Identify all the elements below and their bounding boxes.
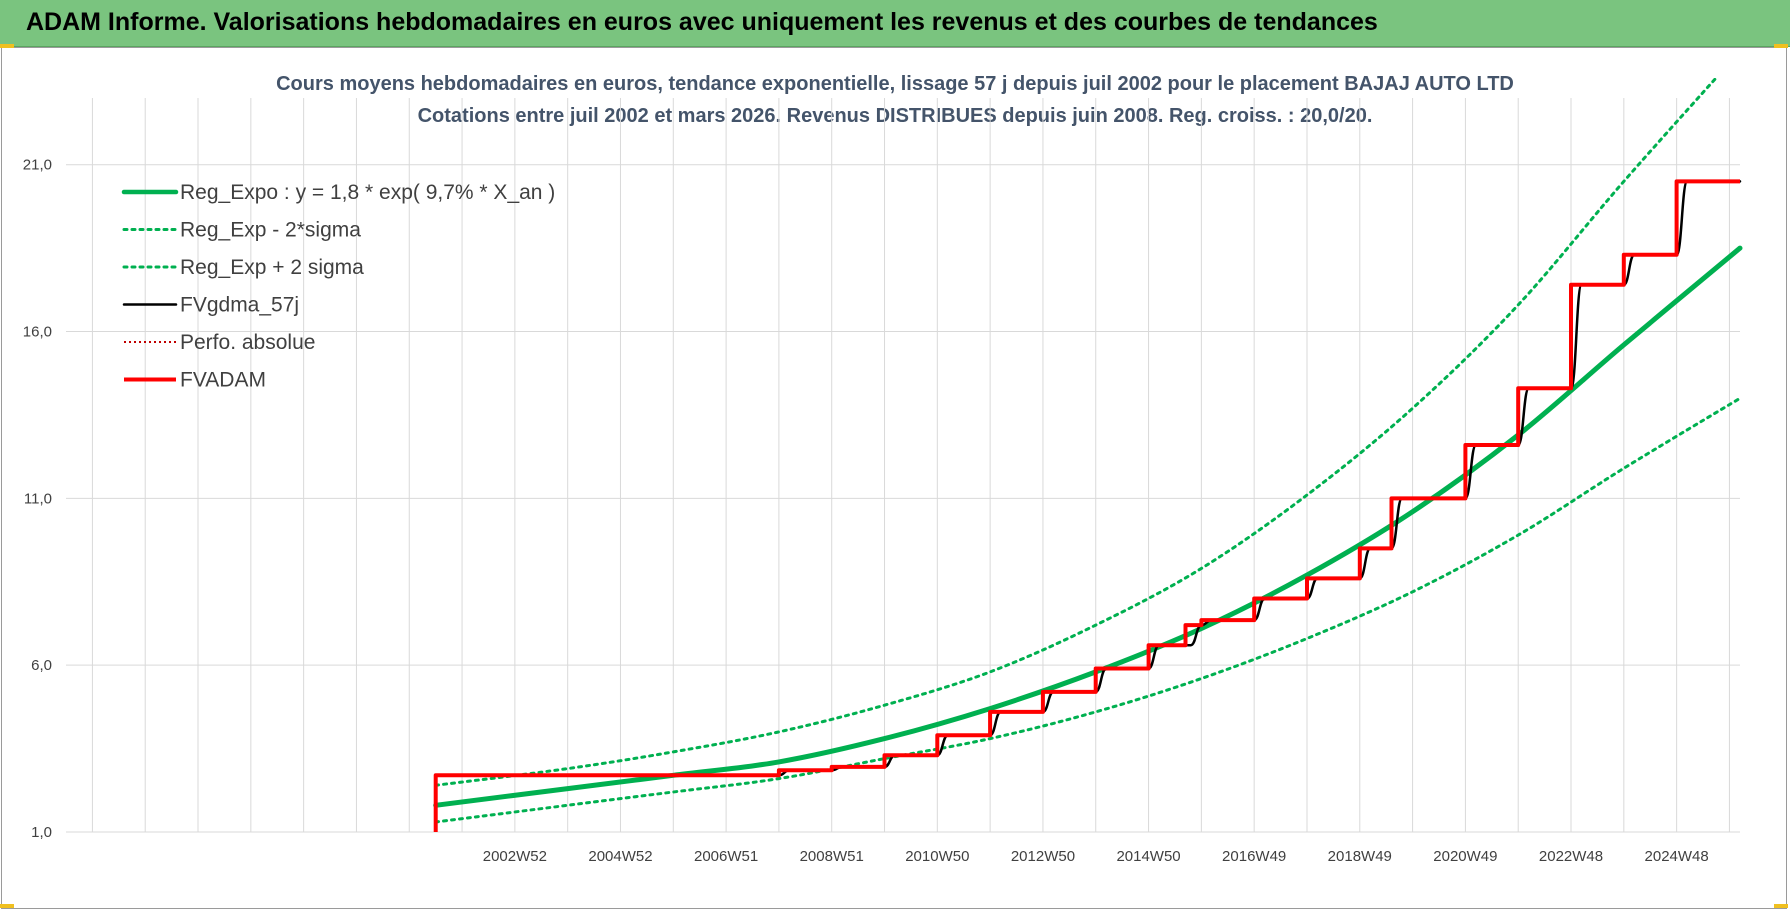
frame-corner-bottom-left bbox=[0, 904, 14, 908]
y-tick-label: 1,0 bbox=[31, 824, 52, 841]
x-tick-label: 2022W48 bbox=[1539, 848, 1603, 865]
x-tick-label: 2008W51 bbox=[800, 848, 864, 865]
legend-label: FVADAM bbox=[180, 369, 266, 392]
series-line-5 bbox=[433, 179, 1740, 832]
x-tick-label: 2020W49 bbox=[1433, 848, 1497, 865]
x-tick-label: 2014W50 bbox=[1116, 848, 1180, 865]
y-tick-label: 16,0 bbox=[23, 324, 52, 341]
legend-label: FVgdma_57j bbox=[180, 294, 299, 317]
series-line-3 bbox=[434, 180, 1742, 777]
x-tick-labels: 2002W52 2004W52 2006W51 2008W51 2010W50 2012W… bbox=[483, 848, 1709, 865]
x-tick-label: 2012W50 bbox=[1011, 848, 1075, 865]
frame-corner-bottom-right bbox=[1774, 904, 1788, 908]
legend-label: Reg_Exp - 2*sigma bbox=[180, 219, 361, 242]
report-banner: ADAM Informe. Valorisations hebdomadaire… bbox=[0, 0, 1790, 47]
series-line-2 bbox=[434, 78, 1719, 787]
report-title: ADAM Informe. Valorisations hebdomadaire… bbox=[26, 8, 1378, 36]
x-tick-label: 2004W52 bbox=[588, 848, 652, 865]
legend: Reg_Expo : y = 1,8 * exp( 9,7% * X_an ) R… bbox=[121, 181, 555, 392]
chart-subtitle: Cotations entre juil 2002 et mars 2026. … bbox=[417, 105, 1373, 127]
y-tick-label: 6,0 bbox=[31, 657, 52, 674]
y-tick-label: 21,0 bbox=[23, 157, 52, 174]
frame-corner-top-right bbox=[1774, 44, 1788, 48]
series-line-1 bbox=[434, 396, 1742, 824]
x-tick-label: 2006W51 bbox=[694, 848, 758, 865]
frame-corner-top-left bbox=[0, 44, 14, 48]
x-tick-label: 2010W50 bbox=[905, 848, 969, 865]
x-tick-label: 2024W48 bbox=[1645, 848, 1709, 865]
x-tick-label: 2002W52 bbox=[483, 848, 547, 865]
chart-title: Cours moyens hebdomadaires en euros, ten… bbox=[276, 73, 1514, 95]
legend-label: Reg_Expo : y = 1,8 * exp( 9,7% * X_an ) bbox=[180, 181, 555, 204]
x-gridlines bbox=[91, 98, 1730, 832]
series-lines bbox=[433, 78, 1743, 832]
y-gridlines bbox=[66, 164, 1740, 833]
y-tick-labels: 1,0 6,0 11,0 16,0 21,0 bbox=[23, 157, 52, 841]
chart-frame bbox=[1, 47, 1787, 909]
legend-label: Reg_Exp + 2 sigma bbox=[180, 256, 364, 279]
x-tick-label: 2016W49 bbox=[1222, 848, 1286, 865]
y-tick-label: 11,0 bbox=[24, 490, 52, 507]
x-tick-label: 2018W49 bbox=[1328, 848, 1392, 865]
legend-label: Perfo. absolue bbox=[180, 331, 315, 354]
